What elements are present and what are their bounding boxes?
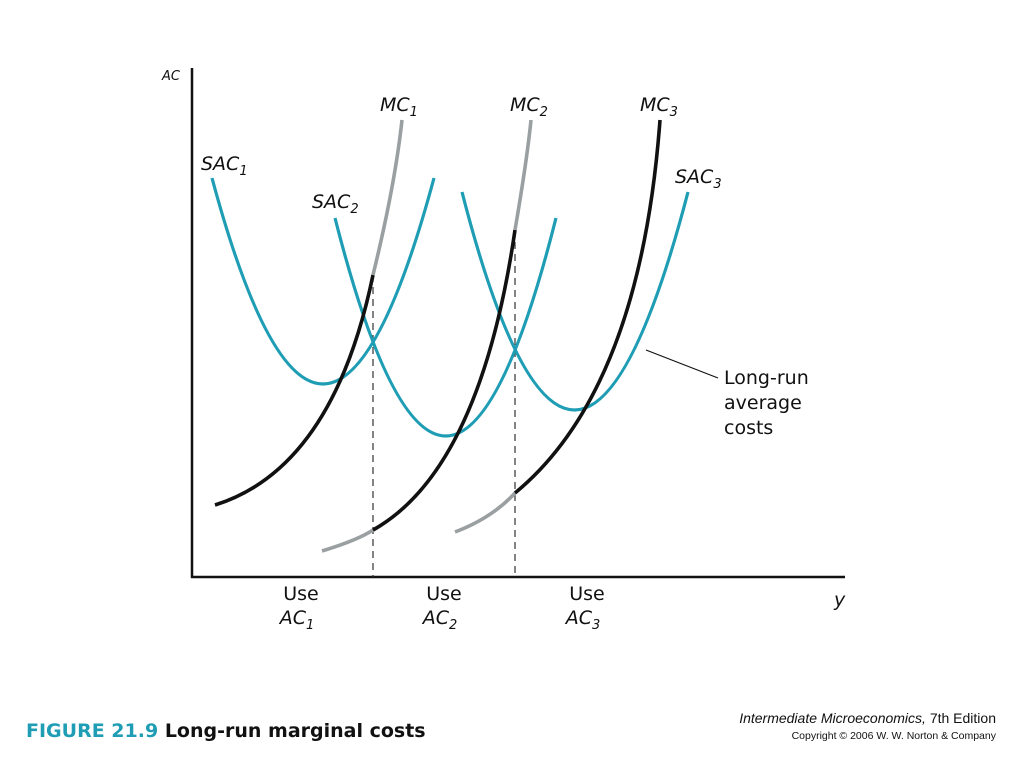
- sac2-label: SAC2: [312, 191, 359, 217]
- annotation-line3: costs: [724, 417, 773, 439]
- sac1-label: SAC1: [201, 153, 248, 179]
- mc2-curve-active: [372, 229, 517, 532]
- copyright-line: Copyright © 2006 W. W. Norton & Company: [791, 730, 996, 742]
- svg-text:Use: Use: [283, 583, 319, 605]
- sac3-curve: [460, 191, 690, 412]
- annotation-pointer: [645, 349, 719, 379]
- mc2-curve-inactive-low: [321, 528, 374, 553]
- x-axis-label: y: [833, 589, 846, 611]
- sac1-curve: [210, 177, 436, 386]
- book-title-line: Intermediate Microeconomics, 7th Edition: [739, 710, 996, 726]
- figure-number: FIGURE 21.9: [26, 720, 159, 742]
- region-label-1: Use AC1: [278, 583, 319, 633]
- region-label-2: Use AC2: [421, 583, 462, 633]
- mc3-label: MC3: [640, 94, 678, 120]
- figure-caption: FIGURE 21.9 Long-run marginal costs: [26, 720, 426, 742]
- annotation-line2: average: [724, 392, 802, 414]
- mc2-curve-inactive-high: [513, 119, 533, 231]
- svg-text:AC2: AC2: [421, 607, 458, 633]
- annotation-line1: Long-run: [724, 367, 809, 389]
- svg-text:AC3: AC3: [564, 607, 601, 633]
- svg-text:Use: Use: [569, 583, 605, 605]
- svg-text:Use: Use: [426, 583, 462, 605]
- svg-text:AC1: AC1: [278, 607, 315, 633]
- mc3-curve-inactive: [454, 491, 517, 534]
- sac2-curve: [333, 217, 558, 438]
- sac3-label: SAC3: [675, 166, 722, 192]
- figure-title: Long-run marginal costs: [164, 720, 426, 742]
- mc2-label: MC2: [510, 94, 548, 120]
- mc1-label: MC1: [380, 94, 418, 120]
- mc1-curve-inactive: [371, 119, 404, 276]
- region-label-3: Use AC3: [564, 583, 605, 633]
- mc3-curve-active: [513, 119, 662, 495]
- book-credit: Intermediate Microeconomics, 7th Edition…: [739, 710, 996, 742]
- y-axis-label: AC: [161, 69, 181, 84]
- mc1-curve-active: [214, 274, 375, 507]
